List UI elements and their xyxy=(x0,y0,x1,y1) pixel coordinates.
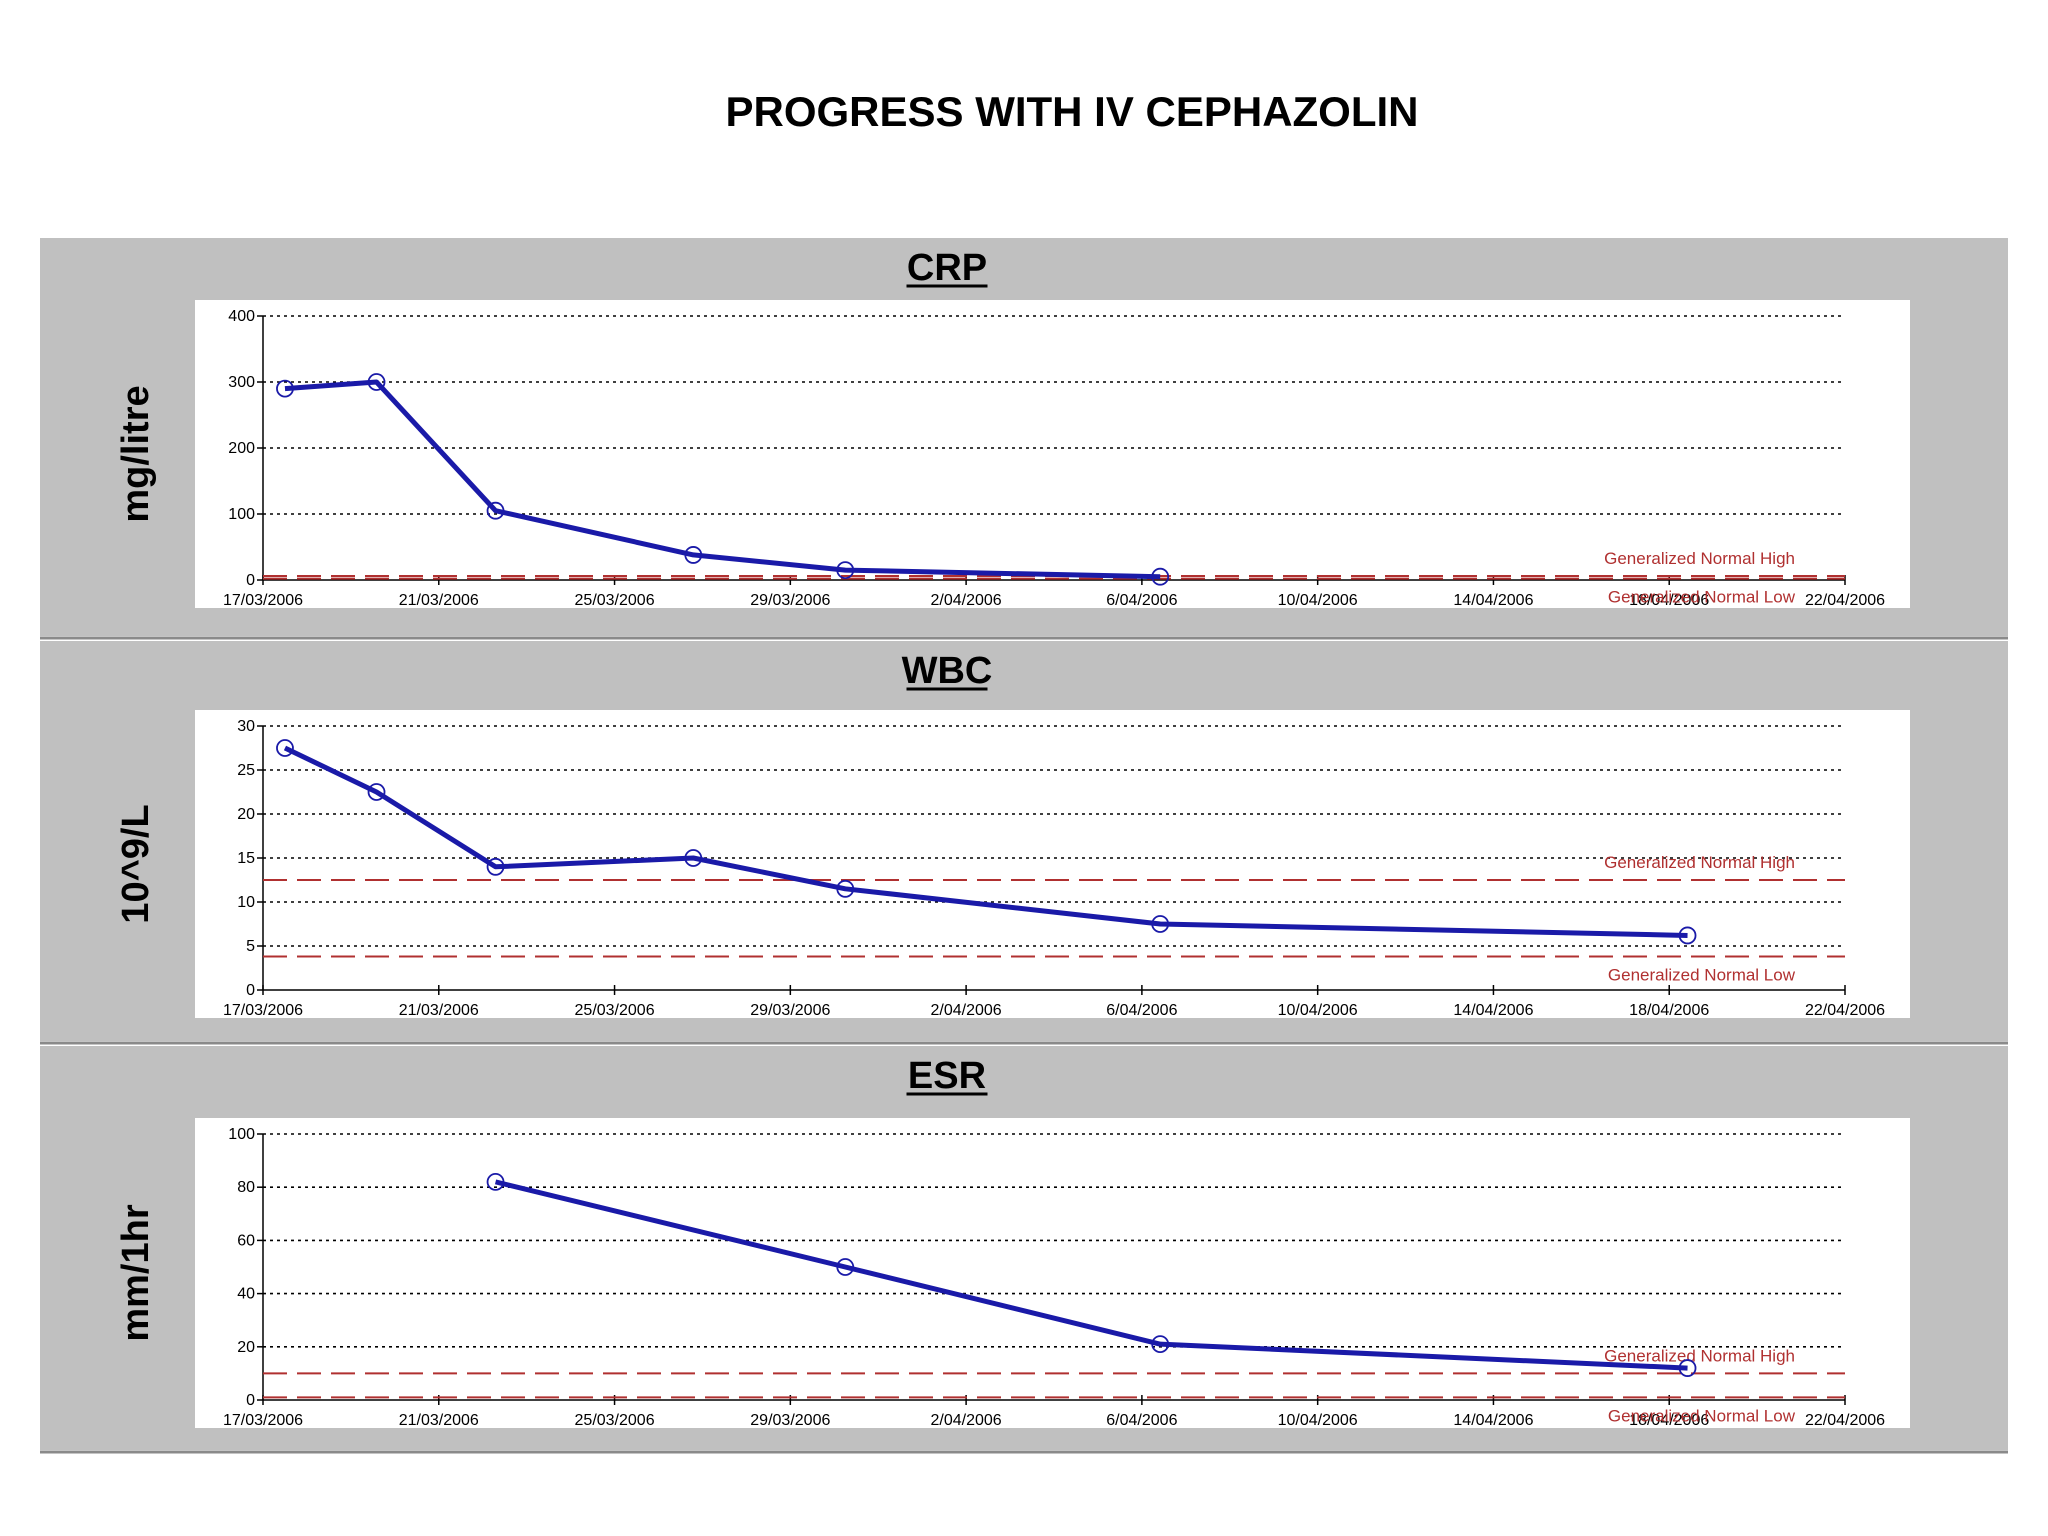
y-tick-label: 20 xyxy=(237,1339,255,1356)
data-point xyxy=(367,373,386,391)
plot-area xyxy=(195,300,1910,608)
x-tick-label: 6/04/2006 xyxy=(1106,1412,1177,1429)
x-tick-label: 17/03/2006 xyxy=(223,592,303,609)
series-line xyxy=(283,745,1688,938)
x-tick-label: 17/03/2006 xyxy=(223,1002,303,1019)
y-tick-label: 80 xyxy=(237,1179,255,1196)
x-tick-label: 2/04/2006 xyxy=(931,1002,1002,1019)
y-tick-label: 0 xyxy=(246,1392,255,1409)
x-tick-label: 18/04/2006 xyxy=(1629,1002,1709,1019)
y-tick-label: 400 xyxy=(228,308,255,325)
data-point xyxy=(684,546,703,564)
x-tick-label: 2/04/2006 xyxy=(931,592,1002,609)
reference-line-label: Generalized Normal Low xyxy=(1608,588,1796,607)
x-tick-label: 10/04/2006 xyxy=(1278,1412,1358,1429)
y-axis-label: 10^9/L xyxy=(115,804,157,923)
x-tick-label: 17/03/2006 xyxy=(223,1412,303,1429)
data-point xyxy=(486,1172,505,1191)
x-tick-label: 14/04/2006 xyxy=(1453,1412,1533,1429)
y-tick-label: 10 xyxy=(237,894,255,911)
data-point xyxy=(1151,1335,1170,1354)
data-point xyxy=(367,783,386,801)
x-tick-label: 29/03/2006 xyxy=(750,1412,830,1429)
x-tick-label: 6/04/2006 xyxy=(1106,592,1177,609)
x-tick-label: 21/03/2006 xyxy=(399,1002,479,1019)
y-tick-label: 40 xyxy=(237,1286,255,1303)
x-tick-label: 6/04/2006 xyxy=(1106,1002,1177,1019)
x-tick-label: 14/04/2006 xyxy=(1453,592,1533,609)
reference-line-label: Generalized Normal High xyxy=(1604,549,1795,568)
x-tick-label: 25/03/2006 xyxy=(575,1412,655,1429)
x-tick-label: 18/04/2006 xyxy=(1629,592,1709,609)
chart-title-esr: ESR xyxy=(908,1055,986,1097)
chart-title-wbc: WBC xyxy=(902,650,993,692)
x-tick-label: 22/04/2006 xyxy=(1805,1412,1885,1429)
y-tick-label: 20 xyxy=(237,806,255,823)
y-tick-label: 30 xyxy=(237,718,255,735)
data-point xyxy=(486,501,505,520)
data-point xyxy=(836,1258,855,1276)
x-tick-label: 25/03/2006 xyxy=(575,1002,655,1019)
x-tick-label: 10/04/2006 xyxy=(1278,592,1358,609)
reference-line-label: Generalized Normal High xyxy=(1604,853,1795,872)
y-tick-label: 100 xyxy=(228,506,255,523)
data-point xyxy=(1678,1359,1697,1377)
x-tick-label: 21/03/2006 xyxy=(399,592,479,609)
data-point xyxy=(1151,567,1170,586)
y-tick-label: 0 xyxy=(246,572,255,589)
x-tick-label: 22/04/2006 xyxy=(1805,592,1885,609)
plot-area xyxy=(195,710,1910,1018)
x-tick-label: 2/04/2006 xyxy=(931,1412,1002,1429)
x-tick-label: 21/03/2006 xyxy=(399,1412,479,1429)
data-point xyxy=(276,739,294,757)
y-tick-label: 25 xyxy=(237,762,255,779)
reference-line-label: Generalized Normal Low xyxy=(1608,966,1796,985)
plot-area xyxy=(195,1118,1910,1428)
x-tick-label: 25/03/2006 xyxy=(575,592,655,609)
y-tick-label: 5 xyxy=(246,938,255,955)
data-point xyxy=(836,561,855,579)
chart-title-crp: CRP xyxy=(907,247,987,289)
x-tick-label: 18/04/2006 xyxy=(1629,1412,1709,1429)
page-title: PROGRESS WITH IV CEPHAZOLIN xyxy=(725,88,1419,135)
y-axis-label: mm/1hr xyxy=(115,1204,157,1341)
y-tick-label: 100 xyxy=(228,1126,255,1143)
y-tick-label: 60 xyxy=(237,1232,255,1249)
y-tick-label: 300 xyxy=(228,374,255,391)
y-tick-label: 0 xyxy=(246,982,255,999)
x-tick-label: 22/04/2006 xyxy=(1805,1002,1885,1019)
y-tick-label: 200 xyxy=(228,440,255,457)
data-point xyxy=(836,879,855,898)
chart-panel-crp: CRP mg/litre 0 100 200 300 400 17/03/2006 21/03/… xyxy=(40,238,2008,640)
series-line xyxy=(494,1179,1688,1371)
data-point xyxy=(276,379,294,398)
reference-line-label: Generalized Normal Low xyxy=(1608,1406,1796,1425)
y-tick-label: 15 xyxy=(237,850,255,867)
y-axis-label: mg/litre xyxy=(115,385,157,522)
chart-panel-esr: ESR mm/1hr 0 20 40 60 80 100 17/03/2006 21/03/200… xyxy=(40,1046,2008,1454)
data-point xyxy=(1151,915,1170,933)
data-point xyxy=(486,857,505,876)
x-tick-label: 29/03/2006 xyxy=(750,592,830,609)
reference-line-label: Generalized Normal High xyxy=(1604,1346,1795,1365)
x-tick-label: 10/04/2006 xyxy=(1278,1002,1358,1019)
series-line xyxy=(284,379,1161,580)
chart-panel-wbc: WBC 10^9/L 0 5 10 15 20 25 30 17/03/2006 21/03/200… xyxy=(40,641,2008,1045)
x-tick-label: 29/03/2006 xyxy=(750,1002,830,1019)
data-point xyxy=(1678,926,1697,945)
x-tick-label: 14/04/2006 xyxy=(1453,1002,1533,1019)
data-point xyxy=(684,849,703,867)
